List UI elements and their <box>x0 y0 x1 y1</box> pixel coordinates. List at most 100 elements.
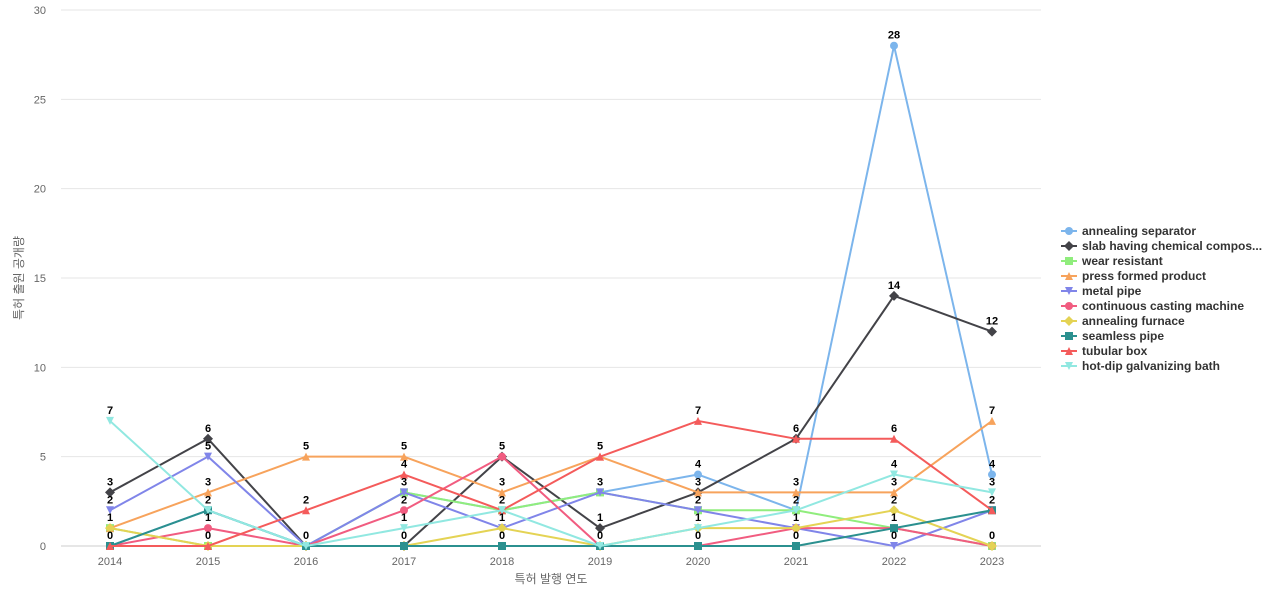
data-label: 5 <box>401 441 407 453</box>
data-label: 4 <box>695 459 702 471</box>
data-label: 5 <box>303 441 309 453</box>
data-label: 3 <box>695 476 701 488</box>
data-point <box>889 290 899 301</box>
data-labels: 7321065321052054321053210531074321063210… <box>107 30 998 542</box>
data-label: 0 <box>401 530 407 542</box>
y-tick-label: 0 <box>40 541 46 553</box>
x-tick-label: 2019 <box>588 556 612 568</box>
legend-item[interactable]: wear resistant <box>1061 254 1163 268</box>
data-point <box>890 542 898 550</box>
legend-marker <box>1065 227 1073 235</box>
data-label: 3 <box>401 476 407 488</box>
legend-marker <box>1065 332 1073 340</box>
x-tick-label: 2023 <box>980 556 1004 568</box>
data-point <box>204 524 212 533</box>
data-point <box>694 488 702 497</box>
data-label: 3 <box>597 476 603 488</box>
data-point <box>106 506 114 515</box>
legend-label: tubular box <box>1082 344 1148 358</box>
data-label: 2 <box>205 494 211 506</box>
data-point <box>204 488 212 497</box>
data-label: 1 <box>597 512 603 524</box>
data-point <box>400 542 408 550</box>
data-label: 3 <box>989 476 995 488</box>
legend-marker <box>1065 257 1073 265</box>
data-point <box>890 524 898 533</box>
series-line <box>109 509 993 547</box>
data-label: 6 <box>891 423 897 435</box>
data-label: 7 <box>989 405 995 417</box>
data-point <box>106 542 114 550</box>
data-point <box>204 542 212 550</box>
series-line <box>109 294 993 547</box>
x-tick-label: 2022 <box>882 556 906 568</box>
data-label: 3 <box>891 476 897 488</box>
data-point <box>596 452 604 461</box>
data-point <box>988 488 996 497</box>
data-label: 2 <box>107 494 113 506</box>
data-label: 2 <box>989 494 995 506</box>
y-tick-label: 15 <box>34 273 46 285</box>
series-group <box>105 41 997 551</box>
data-label: 5 <box>499 441 505 453</box>
legend-label: metal pipe <box>1082 284 1142 298</box>
data-label: 2 <box>303 494 309 506</box>
legend-item[interactable]: hot-dip galvanizing bath <box>1061 359 1220 373</box>
legend-item[interactable]: continuous casting machine <box>1061 299 1244 313</box>
legend-item[interactable]: annealing separator <box>1061 224 1196 238</box>
data-point <box>400 488 408 497</box>
data-point <box>105 487 115 498</box>
data-point <box>694 470 702 479</box>
data-label: 4 <box>891 459 898 471</box>
legend-label: seamless pipe <box>1082 329 1164 343</box>
data-point <box>988 506 996 515</box>
data-label: 6 <box>793 423 799 435</box>
y-axis-ticks: 0 5 10 15 20 25 30 <box>34 5 46 553</box>
data-label: 0 <box>891 530 897 542</box>
data-label: 3 <box>205 476 211 488</box>
data-label: 7 <box>695 405 701 417</box>
legend-item[interactable]: slab having chemical compos... <box>1061 239 1262 253</box>
data-label: 1 <box>107 512 113 524</box>
legend-item[interactable]: press formed product <box>1061 269 1206 283</box>
data-label: 1 <box>499 512 505 524</box>
legend-item[interactable]: annealing furnace <box>1061 314 1185 328</box>
data-point <box>791 523 801 534</box>
x-axis-ticks: 2014 2015 2016 2017 2018 2019 2020 2021 2022 2023 <box>98 556 1004 568</box>
data-label: 0 <box>989 530 995 542</box>
data-label: 2 <box>401 494 407 506</box>
series-line <box>109 420 993 547</box>
x-tick-label: 2021 <box>784 556 808 568</box>
legend-label: wear resistant <box>1081 254 1163 268</box>
legend-item[interactable]: seamless pipe <box>1061 329 1164 343</box>
data-point <box>890 41 898 50</box>
data-label: 0 <box>597 530 603 542</box>
data-label: 3 <box>793 476 799 488</box>
data-point <box>987 326 997 337</box>
legend-marker <box>1065 287 1073 295</box>
data-point <box>498 488 506 497</box>
data-point <box>400 452 408 461</box>
legend-marker <box>1065 272 1073 280</box>
legend-label: continuous casting machine <box>1082 299 1244 313</box>
data-point <box>204 452 212 461</box>
legend-marker <box>1064 316 1074 326</box>
data-point <box>988 470 996 479</box>
y-tick-label: 10 <box>34 362 46 374</box>
data-label: 0 <box>107 530 113 542</box>
x-axis-title: 특허 발행 연도 <box>515 571 588 586</box>
legend-item[interactable]: metal pipe <box>1061 284 1142 298</box>
legend-marker <box>1064 241 1074 251</box>
data-point <box>595 523 605 534</box>
data-point <box>694 506 702 515</box>
data-label: 28 <box>888 30 900 42</box>
x-tick-label: 2016 <box>294 556 318 568</box>
legend-item[interactable]: tubular box <box>1061 344 1148 358</box>
data-label: 2 <box>695 494 701 506</box>
data-point <box>498 542 506 550</box>
data-label: 2 <box>499 494 505 506</box>
legend-label: slab having chemical compos... <box>1082 239 1262 253</box>
data-point <box>497 523 507 534</box>
